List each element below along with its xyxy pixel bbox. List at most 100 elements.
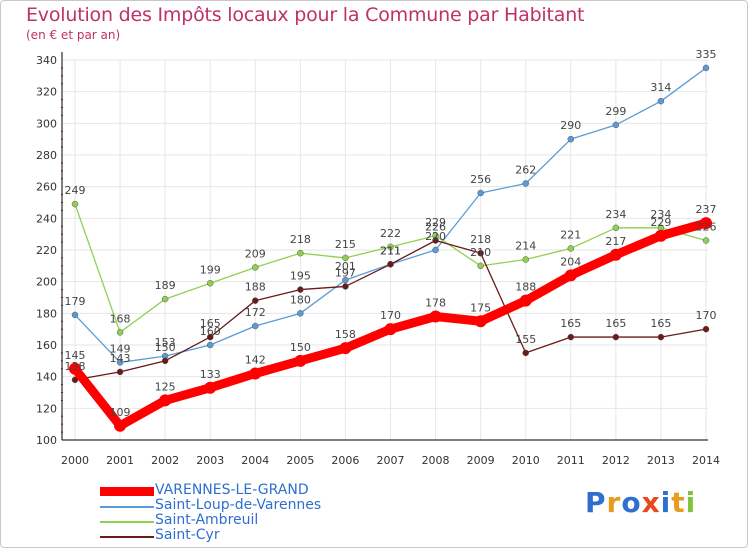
data-point — [474, 315, 487, 328]
data-label: 290 — [560, 119, 581, 132]
data-point — [477, 262, 484, 270]
data-point — [657, 333, 665, 341]
data-label: 210 — [470, 246, 491, 259]
data-point — [657, 97, 665, 105]
data-label: 109 — [110, 406, 131, 419]
data-label: 138 — [65, 360, 86, 373]
data-point — [161, 295, 169, 303]
data-label: 170 — [380, 309, 401, 322]
x-tick-label: 2000 — [61, 454, 89, 467]
data-label: 179 — [65, 295, 86, 308]
data-point — [116, 368, 124, 376]
logo-letter: x — [641, 486, 661, 519]
data-label: 335 — [696, 48, 717, 61]
data-label: 178 — [425, 297, 446, 310]
logo-letter: i — [685, 486, 697, 519]
legend-swatch — [100, 521, 154, 523]
data-point — [297, 286, 304, 293]
y-tick-label: 100 — [36, 434, 57, 447]
data-label: 237 — [696, 203, 717, 216]
data-point — [609, 248, 622, 261]
data-point — [116, 359, 124, 366]
x-tick-label: 2008 — [422, 454, 450, 467]
data-point — [477, 249, 484, 257]
x-tick-label: 2009 — [467, 454, 495, 467]
x-tick-label: 2010 — [512, 454, 540, 467]
y-tick-label: 280 — [36, 149, 57, 162]
x-tick-label: 2004 — [241, 454, 269, 467]
data-label: 155 — [515, 333, 536, 346]
x-tick-label: 2005 — [286, 454, 314, 467]
logo-letter: t — [671, 486, 686, 519]
data-label: 249 — [65, 184, 86, 197]
data-point — [206, 333, 214, 341]
data-label: 160 — [200, 325, 221, 338]
legend-swatch — [100, 536, 154, 538]
data-label: 218 — [470, 233, 491, 246]
data-label: 209 — [245, 247, 266, 260]
y-tick-label: 300 — [36, 117, 57, 130]
y-tick-label: 240 — [36, 212, 57, 225]
data-label: 180 — [290, 293, 311, 306]
data-point — [71, 200, 79, 208]
data-point — [342, 283, 349, 290]
data-point — [114, 419, 127, 432]
data-label: 125 — [155, 380, 176, 393]
logo-letter: i — [660, 486, 672, 519]
data-point — [700, 217, 712, 230]
x-tick-label: 2013 — [647, 454, 675, 467]
data-label: 299 — [605, 105, 626, 118]
data-point — [116, 329, 124, 336]
data-label: 170 — [696, 309, 717, 322]
data-label: 229 — [650, 216, 671, 229]
data-point — [564, 269, 577, 282]
y-tick-label: 180 — [36, 307, 57, 320]
data-label: 204 — [560, 255, 581, 268]
data-label: 195 — [290, 270, 311, 283]
data-point — [206, 280, 214, 287]
data-label: 188 — [245, 281, 266, 294]
data-label: 158 — [335, 328, 356, 341]
data-point — [206, 341, 214, 349]
x-tick-label: 2012 — [602, 454, 630, 467]
data-point — [522, 180, 529, 187]
data-point — [294, 354, 307, 367]
data-point — [71, 376, 79, 384]
data-point — [161, 357, 169, 365]
y-tick-label: 220 — [36, 244, 57, 257]
data-point — [69, 362, 81, 375]
data-point — [252, 322, 259, 330]
data-label: 234 — [605, 208, 626, 221]
data-point — [384, 323, 397, 336]
data-label: 143 — [110, 352, 131, 365]
logo-letter: P — [585, 486, 607, 519]
logo-letter: r — [606, 486, 622, 519]
data-label: 215 — [335, 238, 356, 251]
data-label: 214 — [515, 240, 536, 253]
data-label: 218 — [290, 233, 311, 246]
data-point — [387, 261, 394, 268]
y-tick-label: 200 — [36, 276, 57, 289]
data-point — [612, 224, 620, 232]
y-tick-label: 120 — [36, 402, 57, 415]
data-label: 189 — [155, 279, 176, 292]
data-point — [522, 256, 529, 263]
data-label: 188 — [515, 281, 536, 294]
x-tick-label: 2011 — [557, 454, 585, 467]
data-label: 168 — [110, 312, 131, 325]
data-point — [702, 64, 710, 72]
data-label: 211 — [380, 244, 401, 257]
data-point — [567, 333, 575, 341]
data-point — [612, 121, 620, 129]
logo-letter: o — [621, 486, 642, 519]
legend-label: VARENNES-LE-GRAND — [155, 482, 309, 498]
data-label: 142 — [245, 354, 266, 367]
data-point — [342, 254, 349, 262]
x-tick-label: 2002 — [151, 454, 179, 467]
data-point — [159, 394, 172, 407]
data-label: 197 — [335, 266, 356, 279]
data-label: 165 — [605, 317, 626, 330]
data-point — [249, 367, 262, 380]
data-label: 201 — [335, 260, 356, 273]
